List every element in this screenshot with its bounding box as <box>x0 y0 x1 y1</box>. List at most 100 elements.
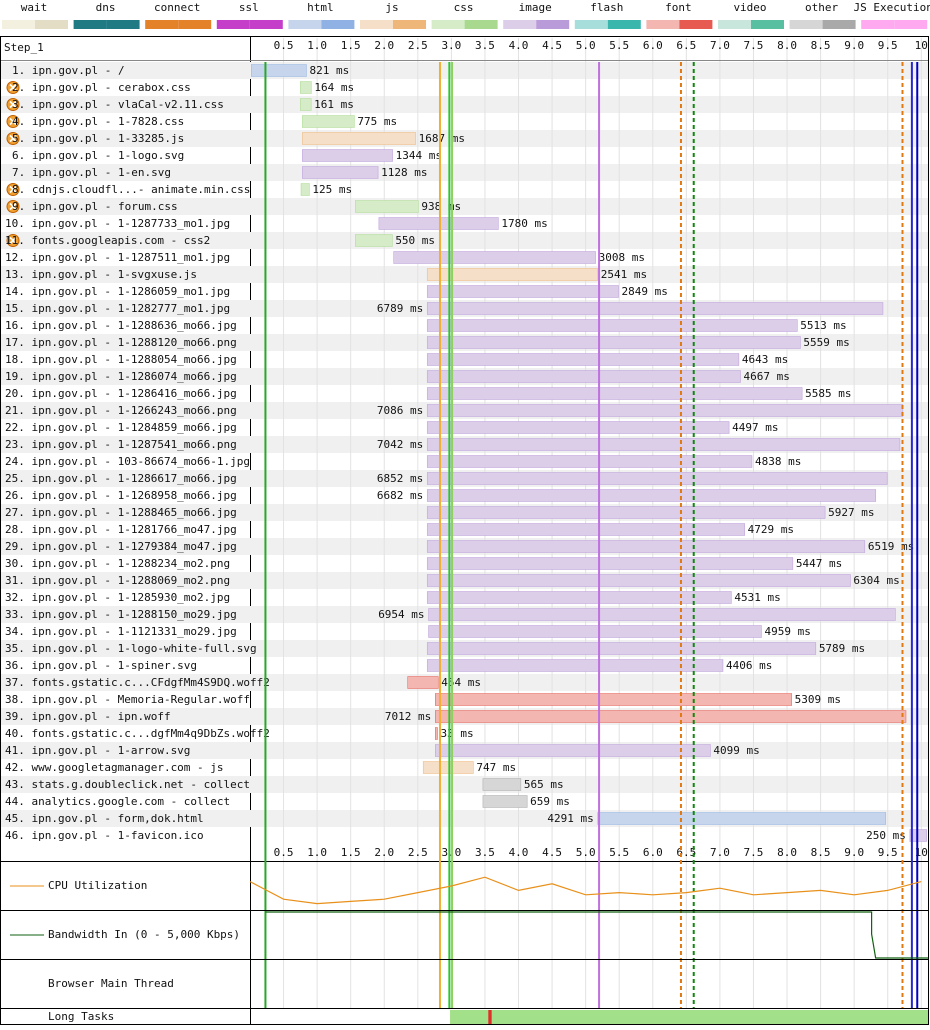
warning-icon <box>9 117 17 126</box>
x-tick-label: 4.5 <box>542 846 562 859</box>
x-tick-label: 9.5 <box>878 39 898 52</box>
legend-label: ssl <box>239 1 259 14</box>
request-bar <box>426 302 884 315</box>
request-bar <box>597 812 887 825</box>
request-bar <box>302 115 355 128</box>
request-bar <box>355 234 393 247</box>
request-label: 37. fonts.gstatic.c...CFdgfMm4S9DQ.woff2 <box>5 676 270 689</box>
frame <box>0 36 929 1025</box>
duration-label: 775 ms <box>357 115 397 128</box>
request-label: 36. ipn.gov.pl - 1-spiner.svg <box>5 659 197 672</box>
request-label: 4. ipn.gov.pl - 1-7828.css <box>12 115 184 128</box>
legend-swatch <box>822 20 856 29</box>
long-task <box>488 1010 492 1024</box>
duration-label: 659 ms <box>530 795 570 808</box>
row-stripe <box>1 130 928 147</box>
x-tick-label: 3.5 <box>475 846 495 859</box>
request-bar <box>426 642 817 655</box>
request-bar <box>393 251 596 264</box>
duration-label: 4406 ms <box>726 659 772 672</box>
legend-label: js <box>385 1 398 14</box>
request-label: 27. ipn.gov.pl - 1-1288465_mo66.jpg <box>5 506 237 519</box>
legend-swatch <box>431 20 465 29</box>
warning-icon <box>9 236 17 245</box>
duration-label: 6789 ms <box>377 302 423 315</box>
legend-label: flash <box>590 1 623 14</box>
request-label: 7. ipn.gov.pl - 1-en.svg <box>12 166 171 179</box>
request-bar <box>302 132 416 145</box>
request-bar <box>302 149 393 162</box>
legend-label: html <box>307 1 334 14</box>
request-bar <box>426 285 619 298</box>
duration-label: 250 ms <box>866 829 906 842</box>
duration-label: 6304 ms <box>853 574 899 587</box>
x-tick-label: 4.5 <box>542 39 562 52</box>
duration-label: 125 ms <box>312 183 352 196</box>
request-bar <box>426 591 732 604</box>
legend-swatch <box>718 20 751 29</box>
legend-swatch <box>393 20 426 29</box>
duration-label: 5927 ms <box>828 506 874 519</box>
request-label: 23. ipn.gov.pl - 1-1287541_mo66.png <box>5 438 237 451</box>
legend-swatch <box>861 20 895 29</box>
cpu-line <box>249 876 922 905</box>
request-bar <box>426 336 801 349</box>
row-stripe <box>1 232 928 249</box>
request-label: 39. ipn.gov.pl - ipn.woff <box>5 710 171 723</box>
duration-label: 2541 ms <box>601 268 647 281</box>
request-bar <box>407 676 439 689</box>
request-bar <box>482 795 528 808</box>
legend-label: wait <box>21 1 48 14</box>
legend-label: font <box>665 1 692 14</box>
legend-swatch <box>789 20 823 29</box>
request-label: 31. ipn.gov.pl - 1-1288069_mo2.png <box>5 574 230 587</box>
request-label: 24. ipn.gov.pl - 103-86674_mo66-1.jpg <box>5 455 250 468</box>
request-bar <box>435 693 792 706</box>
legend-swatch <box>178 20 212 29</box>
legend-swatch <box>321 20 355 29</box>
x-tick-label: 8.5 <box>811 846 831 859</box>
request-bar <box>435 744 711 757</box>
legend-label: JS Execution <box>853 1 930 14</box>
request-bar <box>426 370 741 383</box>
request-bar <box>426 557 794 570</box>
x-tick-label: 8.5 <box>811 39 831 52</box>
request-bar <box>302 166 379 179</box>
legend-label: video <box>733 1 766 14</box>
request-label: 17. ipn.gov.pl - 1-1288120_mo66.png <box>5 336 237 349</box>
duration-label: 5559 ms <box>803 336 849 349</box>
legend-swatch <box>751 20 784 29</box>
duration-label: 5585 ms <box>805 387 851 400</box>
duration-label: 4643 ms <box>742 353 788 366</box>
x-tick-label: 0.5 <box>274 39 294 52</box>
x-tick-label: 4.0 <box>509 39 529 52</box>
long-task <box>450 1010 928 1024</box>
duration-label: 5789 ms <box>819 642 865 655</box>
request-label: 12. ipn.gov.pl - 1-1287511_mo1.jpg <box>5 251 230 264</box>
x-tick-label: 6.0 <box>643 846 663 859</box>
request-bar <box>251 64 307 77</box>
request-bar <box>482 778 522 791</box>
x-tick-label: 2.0 <box>374 846 394 859</box>
request-label: 43. stats.g.doubleclick.net - collect <box>5 778 250 791</box>
request-label: 10. ipn.gov.pl - 1-1287733_mo1.jpg <box>5 217 230 230</box>
x-tick-label: 3.5 <box>475 39 495 52</box>
duration-label: 6519 ms <box>868 540 914 553</box>
x-tick-label: 6.5 <box>676 39 696 52</box>
request-bar <box>426 659 724 672</box>
row-stripe <box>1 164 928 181</box>
legend-swatch <box>216 20 250 29</box>
duration-label: 4729 ms <box>748 523 794 536</box>
request-bar <box>426 353 740 366</box>
request-label: 34. ipn.gov.pl - 1-1121331_mo29.jpg <box>5 625 237 638</box>
legend-swatch <box>503 20 537 29</box>
request-bar <box>300 81 312 94</box>
duration-label: 4959 ms <box>764 625 810 638</box>
request-bar <box>428 608 896 621</box>
legend-label: other <box>805 1 838 14</box>
request-label: 44. analytics.google.com - collect <box>5 795 230 808</box>
duration-label: 6682 ms <box>377 489 423 502</box>
legend-swatch <box>2 20 35 29</box>
request-bar <box>426 319 798 332</box>
